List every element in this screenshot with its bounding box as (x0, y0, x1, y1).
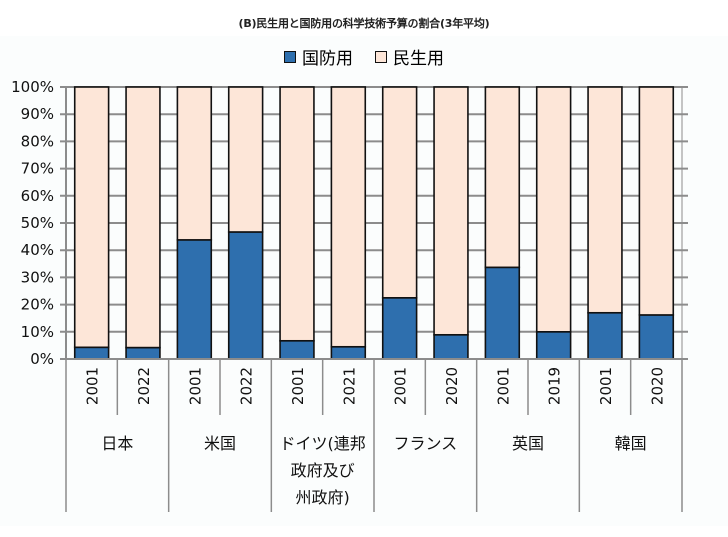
x-tick-year: 2022 (238, 367, 256, 405)
x-group-label: 日本 (101, 434, 133, 453)
bar-civil (125, 86, 161, 349)
bar-defense (227, 231, 264, 360)
x-group-label: ドイツ(連邦 (280, 434, 366, 453)
bar-civil (433, 86, 469, 336)
y-tick-label: 80% (21, 132, 54, 150)
y-tick-label: 40% (21, 241, 54, 259)
bar-defense (535, 330, 572, 360)
bar-defense (381, 296, 418, 360)
x-group-label: 韓国 (615, 434, 647, 453)
x-tick-year: 2020 (443, 367, 461, 405)
bar-defense (638, 314, 675, 360)
x-group-label: 米国 (204, 434, 236, 453)
bar-defense (433, 333, 469, 360)
bar-defense (125, 346, 161, 360)
legend-label-defense: 国防用 (302, 49, 353, 69)
bar-defense (330, 345, 367, 360)
y-tick-label: 20% (21, 296, 54, 314)
bar-defense (484, 266, 521, 360)
bar-civil (227, 86, 264, 233)
bar-defense (279, 339, 315, 360)
x-group-label: フランス (393, 434, 457, 453)
x-tick-year: 2022 (135, 367, 153, 405)
x-tick-year: 2021 (340, 367, 358, 405)
x-group-label: 英国 (512, 434, 544, 453)
bar-civil (176, 86, 213, 241)
bar-civil (73, 86, 110, 349)
bar-civil (279, 86, 315, 342)
x-tick-year: 2019 (546, 367, 564, 405)
x-tick-year: 2001 (84, 367, 102, 405)
y-tick-label: 70% (21, 160, 54, 178)
legend-swatch-civil (375, 50, 387, 63)
y-tick-label: 10% (21, 323, 54, 341)
x-tick-year: 2001 (289, 367, 307, 405)
legend-swatch-defense (284, 50, 296, 63)
x-tick-year: 2020 (648, 367, 666, 405)
y-tick-label: 60% (21, 187, 54, 205)
bar-civil (535, 86, 572, 333)
y-tick-label: 30% (21, 268, 54, 286)
bar-defense (587, 311, 623, 360)
x-group-label: 政府及び (291, 461, 355, 480)
bar-civil (587, 86, 623, 314)
x-group-label: 州政府) (296, 488, 350, 507)
bar-defense (73, 346, 110, 360)
legend: 国防用 民生用 (0, 44, 728, 69)
x-tick-year: 2001 (597, 367, 615, 405)
x-tick-year: 2001 (392, 367, 410, 405)
chart-title: (B)民生用と国防用の科学技術予算の割合(3年平均) (238, 17, 490, 30)
bar-civil (638, 86, 675, 316)
x-tick-year: 2001 (186, 367, 204, 405)
y-tick-label: 100% (11, 78, 54, 96)
x-tick-year: 2001 (494, 367, 512, 405)
legend-item-defense: 国防用 (284, 44, 353, 69)
legend-label-civil: 民生用 (393, 49, 444, 69)
bar-civil (330, 86, 367, 348)
y-tick-label: 50% (21, 214, 54, 232)
legend-item-civil: 民生用 (375, 44, 444, 69)
bar-civil (381, 86, 418, 299)
bar-defense (176, 239, 213, 360)
bar-civil (484, 86, 521, 269)
y-tick-label: 90% (21, 105, 54, 123)
y-tick-label: 0% (30, 350, 54, 368)
